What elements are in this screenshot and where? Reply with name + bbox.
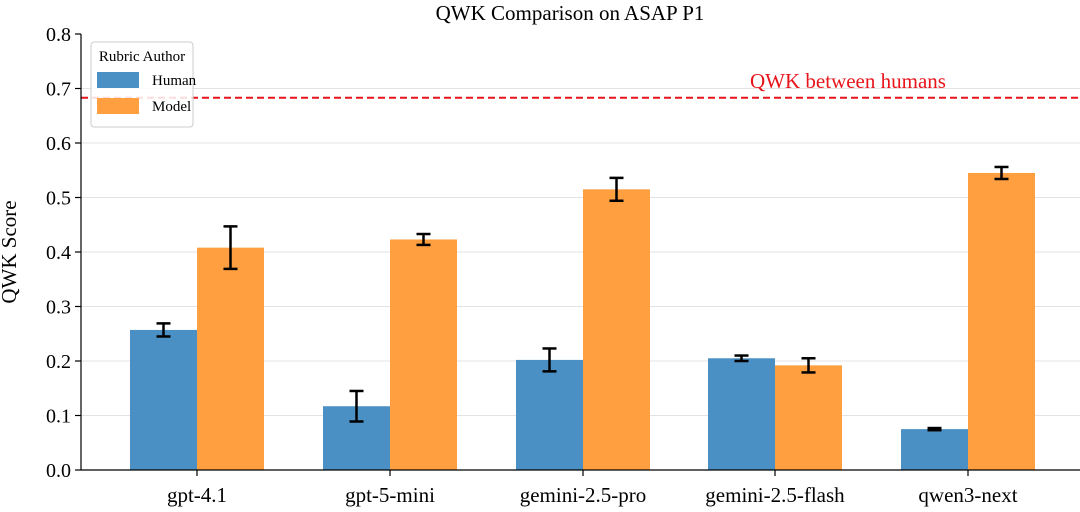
- axes: 0.0 0.1 0.2 0.3 0.4 0.5 0.6 0.7 0.8 gpt-4.1 gpt-5-…: [46, 24, 1080, 507]
- legend-title: Rubric Author: [99, 49, 185, 65]
- legend: Rubric Author Human Model: [90, 41, 197, 128]
- bar-model: [390, 239, 457, 470]
- x-tick-label: gpt-4.1: [167, 483, 227, 507]
- bar-human: [516, 359, 583, 470]
- reference-line-group: QWK between humans: [81, 69, 1080, 99]
- reference-line-label: QWK between humans: [750, 69, 946, 93]
- bar-model: [775, 365, 842, 470]
- y-tick-label: 0.3: [46, 297, 71, 319]
- y-tick-label: 0.8: [46, 24, 71, 46]
- bars: [130, 172, 1035, 470]
- y-tick-label: 0.5: [46, 188, 71, 210]
- y-tick-label: 0.7: [46, 79, 71, 101]
- legend-label-human: Human: [152, 73, 197, 89]
- chart-title: QWK Comparison on ASAP P1: [436, 1, 705, 25]
- x-tick-label: gpt-5-mini: [345, 483, 435, 507]
- legend-swatch-model: [97, 98, 139, 114]
- legend-label-model: Model: [152, 99, 191, 115]
- x-tick-label: qwen3-next: [918, 483, 1017, 507]
- bar-model: [197, 247, 264, 470]
- x-tick-label: gemini-2.5-flash: [705, 483, 845, 507]
- y-axis-label: QWK Score: [0, 200, 21, 303]
- y-tick-label: 0.1: [46, 406, 71, 428]
- y-tick-label: 0.0: [46, 460, 71, 482]
- y-tick-label: 0.2: [46, 351, 71, 373]
- bar-human: [708, 358, 775, 470]
- y-tick-label: 0.4: [46, 242, 71, 264]
- legend-swatch-human: [97, 72, 139, 88]
- bar-model: [968, 172, 1035, 470]
- error-bars: [156, 165, 1009, 432]
- bar-human: [901, 429, 968, 470]
- x-tick-label: gemini-2.5-pro: [520, 483, 647, 507]
- y-tick-label: 0.6: [46, 133, 71, 155]
- bar-human: [130, 329, 197, 470]
- bar-model: [583, 189, 650, 470]
